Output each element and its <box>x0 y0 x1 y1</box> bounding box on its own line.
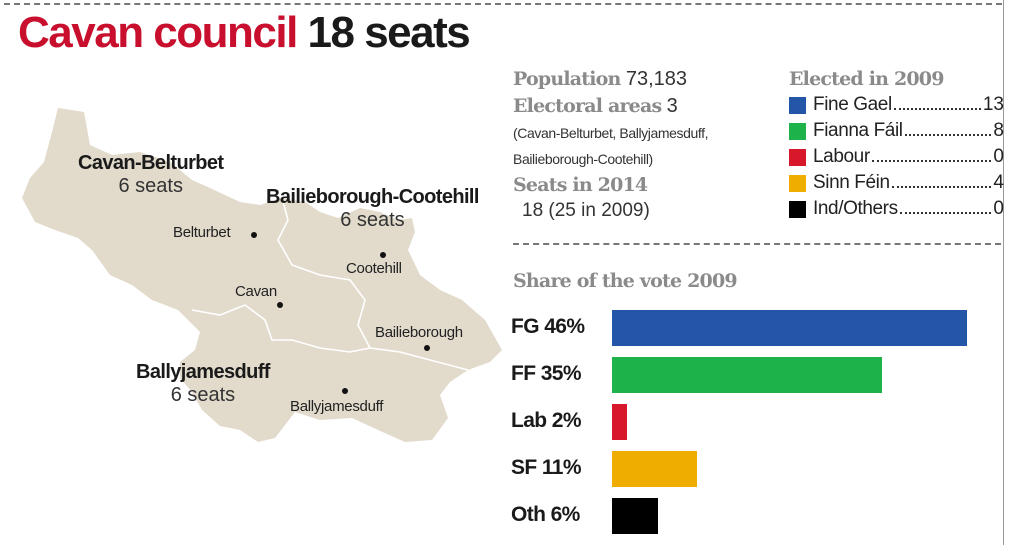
boundary-south <box>191 304 371 353</box>
area-name: Bailieborough-Cootehill <box>266 186 479 208</box>
bar-label-sf: SF 11% <box>511 456 582 479</box>
town-cavan: Cavan <box>235 283 277 300</box>
town-ballyjamesduff: Ballyjamesduff <box>290 398 384 415</box>
electoral-areas-list-2: Bailieborough-Cootehill) <box>513 151 653 167</box>
legend-swatch <box>789 148 806 166</box>
area-seats: 6 seats <box>170 384 236 406</box>
bar-oth <box>612 498 658 534</box>
seats-value: 18 (25 in 2009) <box>522 200 650 221</box>
legend-party: Ind/Others <box>813 198 898 219</box>
population-label: Population <box>513 68 621 90</box>
town-dot <box>424 345 430 351</box>
area-ballyjamesduff: Ballyjamesduff 6 seats <box>136 361 270 407</box>
bar-sf <box>612 451 697 487</box>
town-dot <box>251 232 257 238</box>
area-cavan-belturbet: Cavan-Belturbet 6 seats <box>78 152 224 198</box>
town-dot <box>380 252 386 258</box>
leader-dots <box>904 122 992 136</box>
headline-council: Cavan council <box>18 8 298 57</box>
area-bailieborough-cootehill: Bailieborough-Cootehill 6 seats <box>266 186 479 232</box>
bar-lab <box>612 404 627 440</box>
council-info: Population 73,183 Electoral areas 3 (Cav… <box>513 66 778 224</box>
legend-item-fianna-fail: Fianna Fáil 8 <box>789 118 1004 144</box>
area-name: Ballyjamesduff <box>136 361 270 383</box>
legend-seats: 4 <box>993 172 1004 193</box>
elected-legend: Elected in 2009 Fine Gael 13 Fianna Fáil… <box>789 66 1004 222</box>
bar-fg <box>612 310 967 346</box>
legend-seats: 0 <box>993 198 1004 219</box>
page-edge-rule <box>1003 0 1004 545</box>
bar-label-oth: Oth 6% <box>511 503 580 526</box>
legend-swatch <box>789 200 806 218</box>
bar-label-ff: FF 35% <box>511 362 582 385</box>
legend-seats: 8 <box>993 120 1004 141</box>
legend-swatch <box>789 96 806 114</box>
legend-seats: 13 <box>982 94 1004 115</box>
electoral-areas-row: Electoral areas 3 <box>513 93 778 120</box>
leader-dots <box>893 96 981 110</box>
legend-party: Fine Gael <box>813 94 892 115</box>
legend-item-sinn-fein: Sinn Féin 4 <box>789 170 1004 196</box>
legend-seats: 0 <box>993 146 1004 167</box>
town-belturbet: Belturbet <box>173 224 231 241</box>
legend-item-labour: Labour 0 <box>789 144 1004 170</box>
leader-dots <box>899 200 992 214</box>
seats-label: Seats in 2014 <box>513 174 648 196</box>
legend-swatch <box>789 122 806 140</box>
county-shape <box>22 108 502 442</box>
area-name: Cavan-Belturbet <box>78 152 224 174</box>
town-dot <box>277 302 283 308</box>
legend-title: Elected in 2009 <box>789 68 944 90</box>
headline: Cavan council 18 seats <box>18 8 471 58</box>
electoral-areas-list-1: (Cavan-Belturbet, Ballyjamesduff, <box>513 125 709 141</box>
vote-share-bar-chart: FG 46% FF 35% Lab 2% SF 11% Oth 6% <box>505 305 985 545</box>
leader-dots <box>891 174 992 188</box>
electoral-areas-label: Electoral areas <box>513 95 662 117</box>
town-bailieborough: Bailieborough <box>375 324 463 341</box>
legend-swatch <box>789 174 806 192</box>
area-seats: 6 seats <box>340 209 405 231</box>
leader-dots <box>871 148 992 162</box>
legend-party: Labour <box>813 146 870 167</box>
legend-item-ind-others: Ind/Others 0 <box>789 196 1004 222</box>
electoral-areas-value: 3 <box>666 95 678 117</box>
boundary-north <box>277 197 469 371</box>
headline-seats: 18 seats <box>307 8 471 57</box>
population-row: Population 73,183 <box>513 66 778 93</box>
town-dot <box>342 388 348 394</box>
legend-party: Sinn Féin <box>813 172 890 193</box>
area-seats: 6 seats <box>118 175 183 197</box>
bar-label-fg: FG 46% <box>511 315 585 338</box>
bar-label-lab: Lab 2% <box>511 409 582 432</box>
county-outline <box>22 108 502 442</box>
top-divider <box>4 3 1002 5</box>
cavan-map: Cavan-Belturbet 6 seats Bailieborough-Co… <box>20 100 515 450</box>
legend-item-fine-gael: Fine Gael 13 <box>789 92 1004 118</box>
section-divider <box>513 243 1001 245</box>
legend-party: Fianna Fáil <box>813 120 903 141</box>
bar-ff <box>612 357 882 393</box>
population-value: 73,183 <box>625 68 688 90</box>
town-cootehill: Cootehill <box>346 260 402 277</box>
vote-share-title: Share of the vote 2009 <box>513 270 738 292</box>
